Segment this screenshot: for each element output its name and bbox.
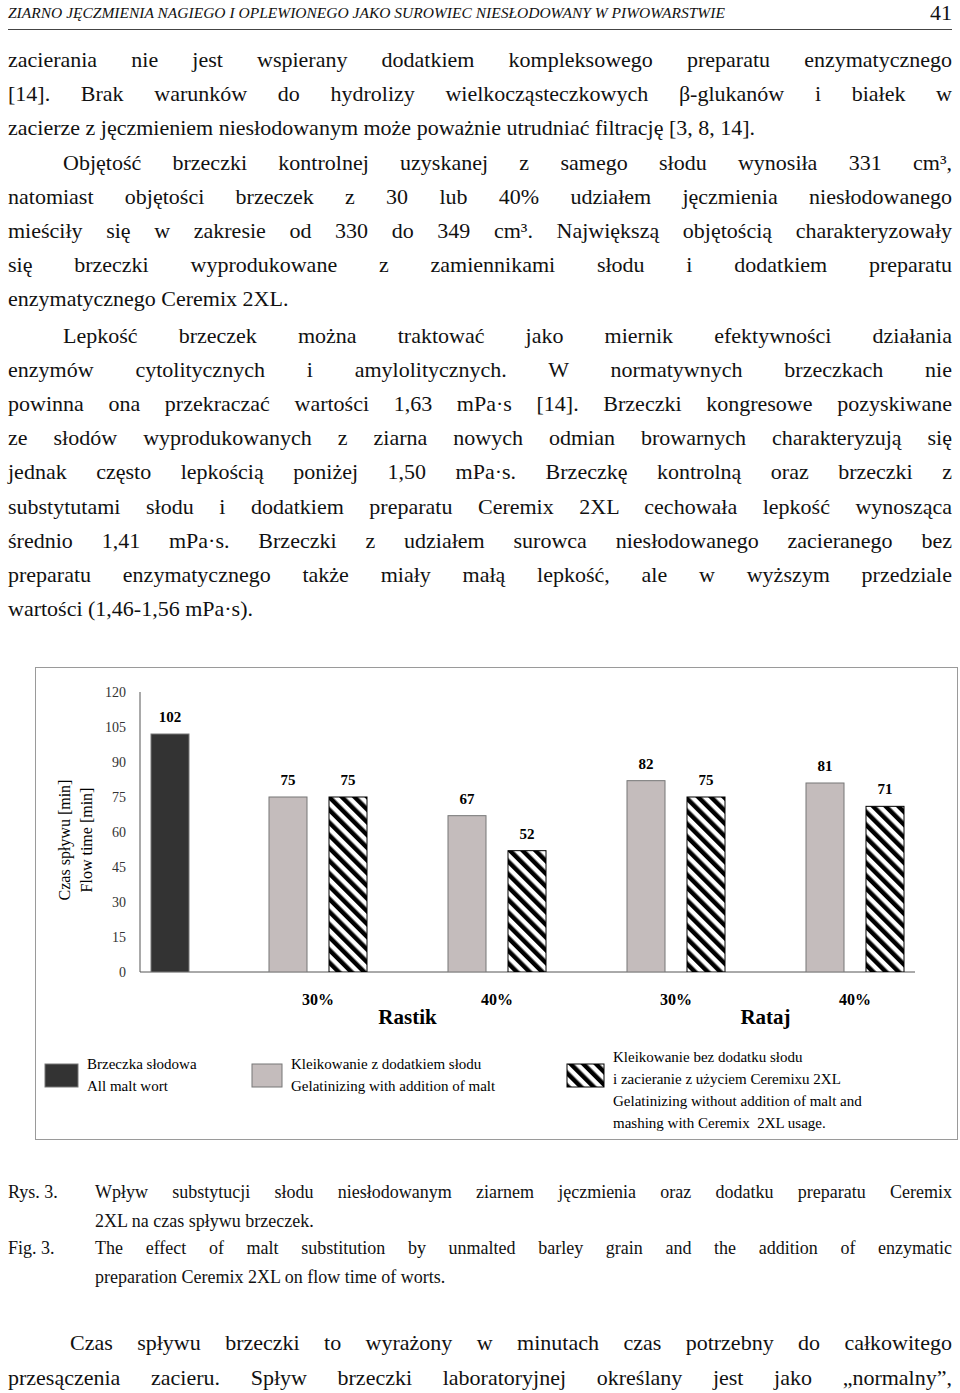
text-line: Objętość brzeczki kontrolnej uzyskanej z… xyxy=(63,152,952,174)
legend-line: Gelatinizing with addition of malt xyxy=(291,1078,496,1094)
y-tick-label: 75 xyxy=(112,790,126,805)
data-label: 81 xyxy=(818,758,833,774)
legend-swatch xyxy=(252,1064,282,1087)
text-line: substytutami słodu i dodatkiem preparatu… xyxy=(8,496,952,518)
x-tick-label: 30% xyxy=(660,991,692,1008)
y-tick-label: 120 xyxy=(105,685,126,700)
y-tick-label: 0 xyxy=(119,965,126,980)
text-line: Czas spływu brzeczki to wyrażony w minut… xyxy=(70,1332,952,1354)
x-tick-label: 40% xyxy=(481,991,513,1008)
legend-line: Kleikowanie bez dodatku słodu xyxy=(613,1049,803,1065)
running-header: ZIARNO JĘCZMIENIA NAGIEGO I OPLEWIONEGO … xyxy=(8,5,725,21)
header-rule xyxy=(8,29,952,30)
text-line: wartości (1,46-1,56 mPa·s). xyxy=(8,598,952,620)
bar xyxy=(151,734,189,972)
group-label: Rastik xyxy=(378,1005,437,1029)
bar xyxy=(269,797,307,972)
y-tick-label: 90 xyxy=(112,755,126,770)
text-line: enzymatycznego Ceremix 2XL. xyxy=(8,288,952,310)
y-axis-label: Czas spływu [min] xyxy=(56,780,74,901)
text-line: jednak często lepkością poniżej 1,50 mPa… xyxy=(8,461,952,483)
y-tick-label: 45 xyxy=(112,860,126,875)
text-line: enzymów cytolitycznych i amylolitycznych… xyxy=(8,359,952,381)
legend-line: All malt wort xyxy=(87,1078,169,1094)
y-axis-label: Flow time [min] xyxy=(78,788,95,893)
bar xyxy=(627,781,665,972)
y-tick-label: 60 xyxy=(112,825,126,840)
text-line: preparation Ceremix 2XL on flow time of … xyxy=(95,1268,952,1286)
data-label: 71 xyxy=(878,781,893,797)
data-label: 75 xyxy=(341,772,356,788)
page-root: Rys. 3 html, body { margin: 0; padding: … xyxy=(0,0,960,1393)
data-label: 75 xyxy=(699,772,714,788)
data-label: 102 xyxy=(159,709,182,725)
text-line: średnio 1,41 mPa·s. Brzeczki z udziałem … xyxy=(8,530,952,552)
data-label: 75 xyxy=(281,772,296,788)
text-line: mieściły się w zakresie od 330 do 349 cm… xyxy=(8,220,952,242)
legend-swatch xyxy=(45,1064,78,1087)
caption-label: Fig. 3. xyxy=(8,1239,55,1257)
data-label: 52 xyxy=(520,826,535,842)
text-line: ze słodów wyprodukowanych z ziarna nowyc… xyxy=(8,427,952,449)
y-tick-label: 105 xyxy=(105,720,126,735)
x-tick-label: 30% xyxy=(302,991,334,1008)
page-number: 41 xyxy=(930,2,952,24)
text-line: zacierania nie jest wspierany dodatkiem … xyxy=(8,49,952,71)
legend-line: Gelatinizing without addition of malt an… xyxy=(613,1093,862,1109)
text-line: preparatu enzymatycznego także miały mał… xyxy=(8,564,952,586)
text-line: [14]. Brak warunków do hydrolizy wielkoc… xyxy=(8,83,952,105)
legend-entry: Kleikowanie z dodatkiem słodu Gelatinizin… xyxy=(291,1056,496,1094)
text-line: się brzeczki wyprodukowane z zamiennikam… xyxy=(8,254,952,276)
legend-line: Kleikowanie z dodatkiem słodu xyxy=(291,1056,482,1072)
data-label: 82 xyxy=(639,756,654,772)
bar xyxy=(448,816,486,972)
legend-entry: Brzeczka słodowa All malt wort xyxy=(87,1056,197,1094)
bar xyxy=(329,797,367,972)
legend-line: mashing with Ceremix 2XL usage. xyxy=(613,1115,826,1131)
bars xyxy=(151,734,904,972)
group-label: Rataj xyxy=(740,1005,790,1029)
caption-label: Rys. 3. xyxy=(8,1183,58,1201)
data-labels: 102 75 75 67 52 82 75 81 71 xyxy=(159,709,893,842)
y-tick-label: 15 xyxy=(112,930,126,945)
text-line: 2XL na czas spływu brzeczek. xyxy=(95,1212,952,1230)
text-line: Lepkość brzeczek można traktować jako mi… xyxy=(63,325,952,347)
data-label: 67 xyxy=(460,791,476,807)
legend-entry: Kleikowanie bez dodatku słodu i zacierani… xyxy=(613,1049,862,1131)
chart-frame xyxy=(36,668,958,1140)
text-line: The effect of malt substitution by unmal… xyxy=(95,1239,952,1257)
x-tick-label: 40% xyxy=(839,991,871,1008)
y-tick-label: 30 xyxy=(112,895,126,910)
legend-line: Brzeczka słodowa xyxy=(87,1056,197,1072)
bar xyxy=(866,806,904,972)
legend-swatch xyxy=(567,1064,604,1087)
text-line: Wpływ substytucji słodu niesłodowanym zi… xyxy=(95,1183,952,1201)
y-axis xyxy=(140,692,141,972)
bar xyxy=(687,797,725,972)
text-line: natomiast objętości brzeczek z 30 lub 40… xyxy=(8,186,952,208)
legend-line: i zacieranie z użyciem Ceremixu 2XL xyxy=(613,1071,841,1087)
page-body: { "header": { "title": "ZIARNO JĘCZMIENI… xyxy=(0,0,960,1393)
bar xyxy=(806,783,844,972)
text-line: zacierze z jęczmieniem niesłodowanym moż… xyxy=(8,117,952,139)
text-line: powinna ona przekraczać wartości 1,63 mP… xyxy=(8,393,952,415)
bar xyxy=(508,851,546,972)
text-line: przesączenia zacieru. Spływ brzeczki lab… xyxy=(8,1367,952,1389)
